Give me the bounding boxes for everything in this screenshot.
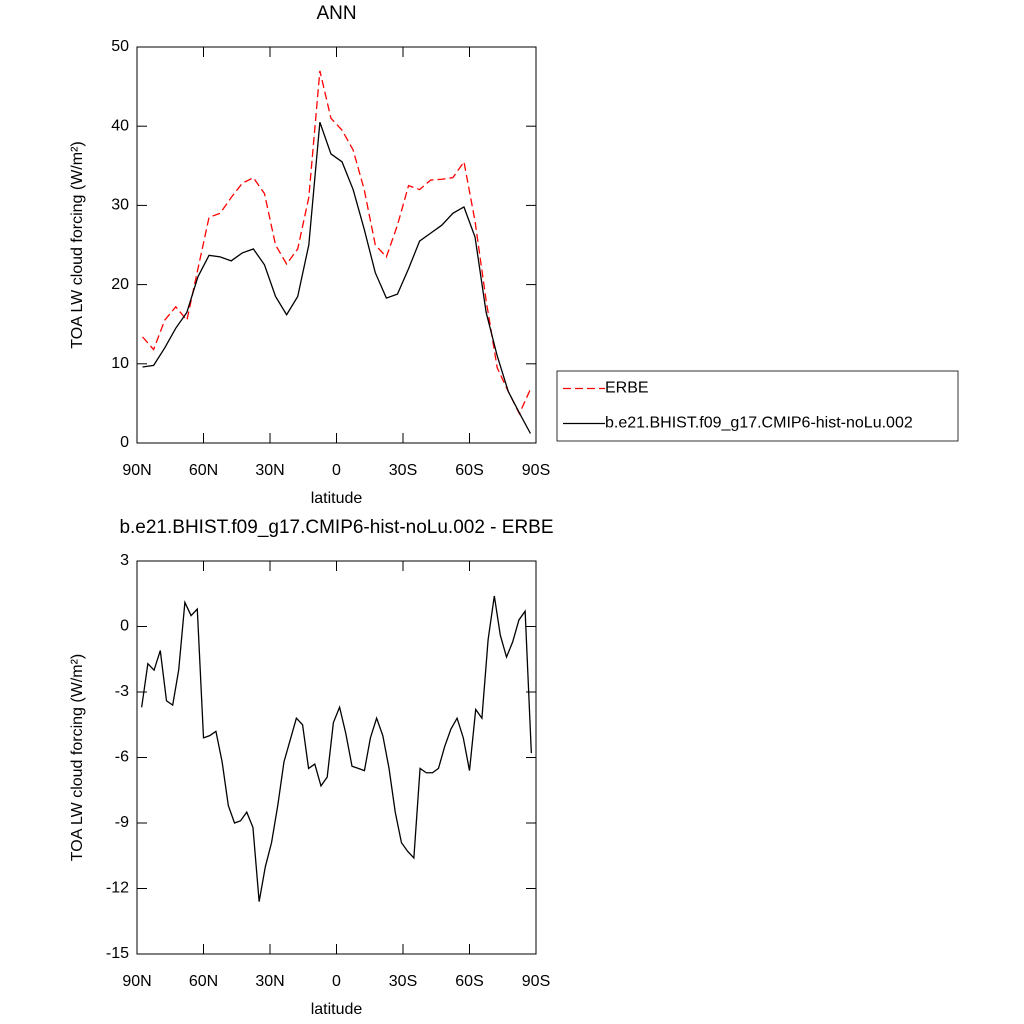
x-tick-label: 30N [255,462,284,479]
x-tick-label: 90S [522,462,550,479]
y-tick-label: -9 [115,814,129,831]
x-tick-label: 60S [455,462,483,479]
x-axis-label: latitude [311,490,363,507]
y-tick-label: 50 [111,38,129,55]
y-tick-label: -6 [115,749,129,766]
y-tick-label: 40 [111,117,129,134]
x-tick-label: 0 [332,973,341,990]
x-tick-label: 0 [332,462,341,479]
x-tick-label: 30N [255,973,284,990]
chart-title: ANN [316,3,356,24]
data-line [142,70,532,416]
x-tick-label: 60N [189,973,218,990]
chart-title: b.e21.BHIST.f09_g17.CMIP6-hist-noLu.002 … [119,517,553,538]
x-tick-label: 60S [455,973,483,990]
x-tick-label: 90N [122,973,151,990]
x-tick-label: 30S [389,462,417,479]
y-tick-label: -3 [115,683,129,700]
y-tick-label: -12 [106,880,129,897]
y-tick-label: 3 [120,552,129,569]
legend-label: ERBE [605,380,649,397]
x-tick-label: 30S [389,973,417,990]
data-line [141,595,532,902]
y-tick-label: 20 [111,276,129,293]
legend-label: b.e21.BHIST.f09_g17.CMIP6-hist-noLu.002 [605,415,913,432]
x-tick-label: 90N [122,462,151,479]
plot-frame [136,560,537,955]
legend-box [556,370,959,442]
x-axis-label: latitude [311,1001,363,1018]
y-tick-label: -15 [106,945,129,962]
x-tick-label: 60N [189,462,218,479]
y-tick-label: 10 [111,355,129,372]
y-axis-label: TOA LW cloud forcing (W/m²) [69,141,86,348]
x-tick-label: 90S [522,973,550,990]
y-tick-label: 30 [111,197,129,214]
data-line [142,122,532,434]
y-tick-label: 0 [120,618,129,635]
y-axis-label: TOA LW cloud forcing (W/m²) [69,654,86,861]
plot-frame [136,46,537,444]
y-tick-label: 0 [120,434,129,451]
